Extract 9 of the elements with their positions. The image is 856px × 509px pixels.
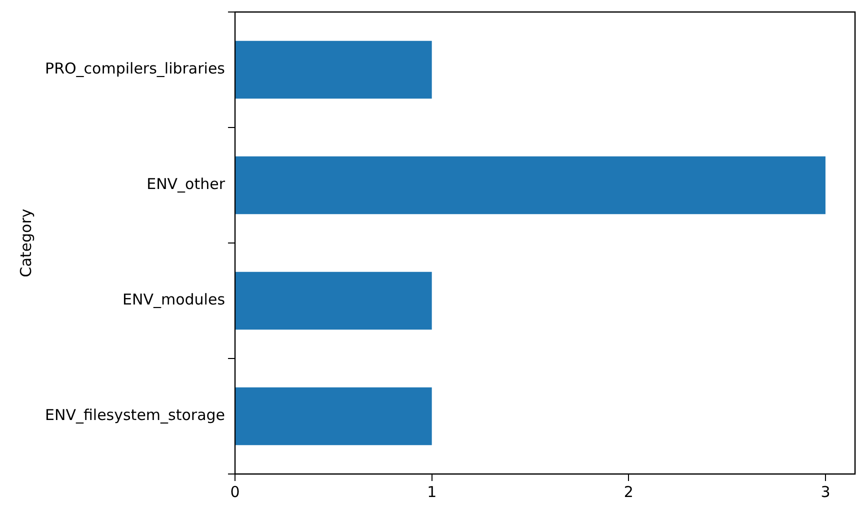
y-axis-title: Category (16, 208, 35, 278)
x-tick-label: 1 (427, 482, 437, 501)
x-tick-label: 2 (624, 482, 634, 501)
x-tick-label: 3 (820, 482, 830, 501)
y-tick-label: ENV_filesystem_storage (45, 406, 226, 424)
y-tick-label: ENV_modules (122, 290, 226, 309)
y-tick-label: ENV_other (146, 175, 226, 194)
x-tick-label: 0 (230, 482, 240, 501)
y-tick-label: PRO_compilers_libraries (45, 60, 226, 78)
